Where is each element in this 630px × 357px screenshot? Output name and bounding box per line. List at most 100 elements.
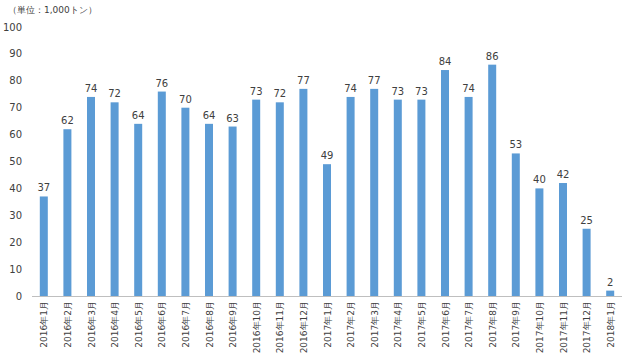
y-tick-label: 10 bbox=[9, 264, 22, 275]
y-tick-label: 50 bbox=[9, 156, 22, 167]
x-tick-label: 2017年5月 bbox=[417, 301, 427, 348]
x-tick-label: 2017年8月 bbox=[488, 301, 498, 348]
y-tick-label: 20 bbox=[9, 237, 22, 248]
data-label: 2 bbox=[607, 277, 613, 288]
x-tick-label: 2016年10月 bbox=[252, 301, 262, 353]
bar bbox=[394, 100, 402, 296]
data-label: 70 bbox=[179, 94, 192, 105]
x-tick-label: 2017年2月 bbox=[346, 301, 356, 348]
bar bbox=[205, 124, 213, 296]
y-tick-label: 30 bbox=[9, 210, 22, 221]
bar bbox=[252, 100, 260, 296]
bar bbox=[323, 164, 331, 296]
y-tick-label: 100 bbox=[3, 22, 22, 33]
bar bbox=[181, 108, 189, 296]
data-label: 53 bbox=[509, 139, 522, 150]
x-tick-label: 2016年3月 bbox=[87, 301, 97, 348]
bar bbox=[299, 89, 307, 296]
data-label: 77 bbox=[297, 75, 310, 86]
y-axis-label: （単位：1,000トン） bbox=[8, 5, 97, 15]
bar bbox=[276, 102, 284, 296]
x-tick-label: 2017年10月 bbox=[535, 301, 545, 353]
x-tick-label: 2016年6月 bbox=[157, 301, 167, 348]
x-tick-label: 2017年6月 bbox=[441, 301, 451, 348]
data-label: 77 bbox=[368, 75, 381, 86]
bar bbox=[559, 183, 567, 296]
y-tick bbox=[29, 53, 32, 54]
data-label: 63 bbox=[226, 113, 239, 124]
bar bbox=[606, 291, 614, 296]
data-label: 64 bbox=[132, 110, 145, 121]
bar bbox=[583, 229, 591, 296]
bar bbox=[87, 97, 95, 296]
data-label: 25 bbox=[580, 215, 593, 226]
data-label: 74 bbox=[462, 83, 475, 94]
chart-svg: （単位：1,000トン） 0 10 20 30 40 50 60 70 80 90 100 37 62 74… bbox=[0, 0, 630, 357]
x-tick-label: 2017年9月 bbox=[511, 301, 521, 348]
x-tick-label: 2016年12月 bbox=[299, 301, 309, 353]
bar bbox=[417, 100, 425, 296]
data-label: 64 bbox=[203, 110, 216, 121]
x-tick-label: 2017年3月 bbox=[370, 301, 380, 348]
bar bbox=[40, 196, 48, 296]
x-tick-label: 2016年9月 bbox=[228, 301, 238, 348]
bar bbox=[229, 127, 237, 296]
x-tick-label: 2016年2月 bbox=[63, 301, 73, 348]
data-label: 72 bbox=[108, 88, 121, 99]
y-tick-label: 70 bbox=[9, 102, 22, 113]
bar bbox=[158, 92, 166, 296]
data-label: 73 bbox=[250, 86, 263, 97]
y-tick bbox=[29, 296, 32, 297]
data-label: 37 bbox=[37, 182, 50, 193]
data-label: 49 bbox=[321, 150, 334, 161]
data-label: 40 bbox=[533, 174, 546, 185]
data-label: 86 bbox=[486, 51, 499, 62]
x-tick-label: 2017年4月 bbox=[393, 301, 403, 348]
y-tick bbox=[29, 215, 32, 216]
y-tick bbox=[29, 188, 32, 189]
bar bbox=[512, 153, 520, 296]
bars bbox=[40, 65, 614, 296]
y-tick bbox=[29, 134, 32, 135]
x-axis-line bbox=[32, 296, 622, 297]
y-tick bbox=[29, 161, 32, 162]
y-tick-label: 60 bbox=[9, 129, 22, 140]
data-label: 84 bbox=[439, 56, 452, 67]
y-tick bbox=[29, 27, 32, 28]
bar bbox=[134, 124, 142, 296]
data-label: 73 bbox=[391, 86, 404, 97]
y-tick bbox=[29, 107, 32, 108]
x-tick-label: 2017年11月 bbox=[559, 301, 569, 353]
data-label: 72 bbox=[273, 88, 286, 99]
y-tick-label: 90 bbox=[9, 48, 22, 59]
x-tick-label: 2016年5月 bbox=[134, 301, 144, 348]
y-tick-label: 40 bbox=[9, 183, 22, 194]
data-label: 73 bbox=[415, 86, 428, 97]
data-label: 76 bbox=[155, 78, 168, 89]
x-tick-label: 2017年12月 bbox=[582, 301, 592, 353]
bar bbox=[488, 65, 496, 296]
x-tick-label: 2016年8月 bbox=[205, 301, 215, 348]
data-label: 74 bbox=[85, 83, 98, 94]
data-label: 62 bbox=[61, 115, 74, 126]
x-tick-label: 2018年1月 bbox=[606, 301, 616, 348]
bar bbox=[63, 129, 71, 296]
chart-container: （単位：1,000トン） 0 10 20 30 40 50 60 70 80 90 100 37 62 74… bbox=[0, 0, 630, 357]
bar bbox=[370, 89, 378, 296]
x-tick-label: 2017年1月 bbox=[323, 301, 333, 348]
data-label: 42 bbox=[557, 169, 570, 180]
y-tick-label: 0 bbox=[16, 291, 22, 302]
x-tick-label: 2016年11月 bbox=[275, 301, 285, 353]
bar bbox=[465, 97, 473, 296]
x-tick-label: 2016年7月 bbox=[181, 301, 191, 348]
bar bbox=[111, 102, 119, 296]
bar bbox=[347, 97, 355, 296]
y-tick bbox=[29, 80, 32, 81]
x-tick-label: 2016年1月 bbox=[39, 301, 49, 348]
bar bbox=[441, 70, 449, 296]
y-tick bbox=[29, 242, 32, 243]
y-tick bbox=[29, 269, 32, 270]
x-tick-label: 2016年4月 bbox=[110, 301, 120, 348]
bar bbox=[535, 188, 543, 296]
y-tick-label: 80 bbox=[9, 75, 22, 86]
